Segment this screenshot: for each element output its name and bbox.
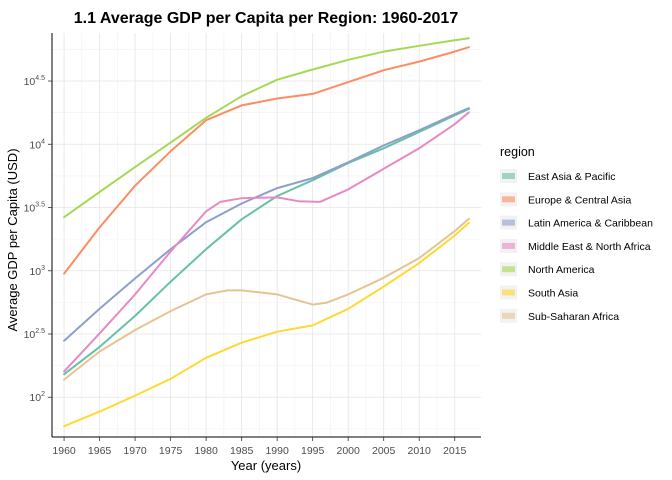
x-tick-label: 1995 — [301, 445, 325, 457]
x-tick-label: 1990 — [265, 445, 289, 457]
y-axis-ticks: 102 102.5 103 103.5 104 104.5 — [24, 75, 52, 404]
x-tick-label: 1985 — [230, 445, 254, 457]
series-line-latin-america-and-caribbean — [63, 107, 470, 342]
legend-label-europe-and-central-asia: Europe & Central Asia — [528, 194, 631, 206]
legend-label-middle-east-and-north-africa: Middle East & North Africa — [528, 241, 651, 253]
legend-label-north-america: North America — [528, 264, 595, 276]
x-tick-label: 1980 — [194, 445, 218, 457]
series-line-sub-saharan-africa — [63, 217, 470, 381]
series-line-east-asia-and-pacific — [63, 108, 470, 376]
x-axis-title: Year (years) — [231, 458, 301, 473]
series-line-europe-and-central-asia — [63, 46, 470, 275]
y-tick-label: 102.5 — [24, 328, 46, 341]
legend: region East Asia & Pacific Europe & Centr… — [500, 145, 653, 323]
series-line-south-asia — [63, 221, 470, 428]
x-tick-label: 1970 — [123, 445, 147, 457]
y-tick-label: 102 — [29, 391, 45, 404]
x-tick-label: 1965 — [88, 445, 112, 457]
chart-title: 1.1 Average GDP per Capita per Region: 1… — [74, 10, 459, 27]
axes — [51, 33, 481, 438]
legend-label-latin-america-and-caribbean: Latin America & Caribbean — [528, 218, 653, 230]
legend-label-sub-saharan-africa: Sub-Saharan Africa — [528, 311, 619, 323]
x-tick-label: 2000 — [337, 445, 361, 457]
y-tick-label: 104.5 — [24, 75, 46, 88]
y-tick-label: 103.5 — [24, 202, 46, 215]
legend-label-east-asia-and-pacific: East Asia & Pacific — [528, 171, 616, 183]
x-axis-ticks: 1960 1965 1970 1975 1980 1985 1990 1995 2000 2005… — [52, 437, 467, 457]
series-line-north-america — [63, 37, 470, 219]
y-tick-label: 104 — [29, 138, 45, 151]
x-tick-label: 2015 — [443, 445, 467, 457]
legend-label-south-asia: South Asia — [528, 288, 578, 300]
grid — [52, 33, 481, 437]
x-tick-label: 2005 — [372, 445, 396, 457]
y-axis-title: Average GDP per Capita (USD) — [5, 148, 20, 331]
x-tick-label: 2010 — [408, 445, 432, 457]
legend-title: region — [500, 145, 535, 159]
series-layer — [63, 37, 470, 428]
series-line-middle-east-and-north-africa — [63, 111, 470, 373]
y-tick-label: 103 — [29, 265, 45, 278]
x-tick-label: 1960 — [52, 445, 76, 457]
x-tick-label: 1975 — [159, 445, 183, 457]
